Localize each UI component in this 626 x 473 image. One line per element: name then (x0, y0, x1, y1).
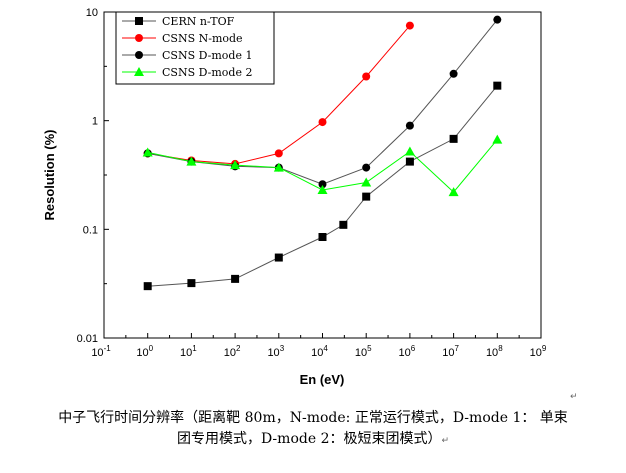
data-point-3-1 (186, 156, 197, 166)
x-tick-label-4: 103 (267, 344, 284, 359)
data-point-3-2 (230, 160, 241, 170)
y-tick-label-2: 1 (92, 116, 98, 128)
data-point-0-1 (187, 279, 196, 288)
figure-caption: 中子飞行时间分辨率（距离靶 80m，N-mode: 正常运行模式，D-mode … (0, 408, 626, 452)
data-point-2-8 (493, 15, 502, 24)
data-point-1-6 (405, 21, 414, 30)
data-point-3-6 (404, 146, 415, 156)
x-tick-label-7: 106 (399, 344, 416, 359)
data-point-1-4 (318, 118, 327, 127)
data-point-1-3 (274, 149, 283, 158)
data-point-3-8 (492, 134, 503, 144)
resolution-chart: 10-1 100 101 102 103 104 105 106 107 108 109 0.010… (42, 7, 547, 387)
legend-label-2: CSNS D-mode 1 (162, 49, 252, 62)
data-point-3-7 (448, 187, 459, 197)
x-tick-label-10: 109 (530, 344, 547, 359)
x-axis: 10-1 100 101 102 103 104 105 106 107 108 109 (91, 333, 547, 359)
legend-item-1: CSNS N-mode (122, 32, 243, 45)
data-point-3-4 (317, 185, 328, 195)
data-point-0-8 (449, 134, 458, 143)
x-tick-label-9: 108 (486, 344, 503, 359)
legend-marker-3 (134, 67, 144, 76)
series-3 (142, 134, 503, 197)
data-point-0-6 (362, 192, 371, 201)
series-line-0 (147, 85, 498, 287)
data-point-0-3 (274, 253, 283, 262)
data-point-3-5 (361, 177, 372, 187)
y-tick-label-0: 0.01 (77, 333, 98, 345)
legend-marker-2 (135, 51, 143, 59)
x-tick-label-1: 100 (136, 344, 153, 359)
legend-label-0: CERN n-TOF (162, 15, 235, 28)
data-point-0-0 (143, 282, 152, 291)
data-point-1-5 (362, 72, 371, 81)
x-tick-label-8: 107 (442, 344, 459, 359)
y-tick-label-3: 10 (86, 7, 98, 19)
caption-line-1: 中子飞行时间分辨率（距离靶 80m，N-mode: 正常运行模式，D-mode … (58, 410, 568, 426)
data-point-3-0 (142, 147, 153, 157)
x-tick-label-3: 102 (224, 344, 241, 359)
legend-label-3: CSNS D-mode 2 (162, 66, 252, 79)
x-tick-label-2: 101 (180, 344, 197, 359)
data-point-0-7 (405, 157, 414, 166)
data-point-0-4 (318, 233, 327, 242)
data-point-3-3 (273, 162, 284, 172)
series-0 (143, 81, 502, 291)
caption-line-2: 团专用模式，D-mode 2：极短束团模式）↵ (0, 429, 626, 452)
legend-label-1: CSNS N-mode (162, 32, 243, 45)
legend-item-2: CSNS D-mode 1 (122, 49, 252, 62)
y-axis: 0.01 0.1 1 10 (77, 7, 109, 345)
legend: CERN n-TOF CSNS N-mode CSNS D-mode 1 CSNS D… (115, 11, 275, 85)
x-tick-label-6: 105 (355, 344, 372, 359)
return-mark-1: ↵ (570, 392, 578, 402)
data-point-2-6 (405, 121, 414, 130)
legend-marker-1 (135, 34, 143, 42)
y-tick-label-1: 0.1 (83, 224, 98, 236)
data-point-0-2 (231, 274, 240, 283)
x-tick-label-0: 10-1 (91, 344, 111, 359)
data-point-2-4 (318, 180, 327, 189)
y-axis-label: Resolution (%) (42, 130, 57, 221)
legend-item-3: CSNS D-mode 2 (122, 66, 252, 79)
data-point-0-5 (339, 220, 348, 229)
legend-item-0: CERN n-TOF (122, 15, 235, 28)
series-layer (142, 15, 503, 291)
x-tick-label-5: 104 (311, 344, 328, 359)
data-point-0-9 (493, 81, 502, 90)
return-mark-2: ↵ (441, 436, 450, 446)
x-axis-label: En (eV) (300, 372, 345, 387)
data-point-2-5 (362, 163, 371, 172)
legend-marker-0 (135, 17, 143, 25)
data-point-2-7 (449, 69, 458, 78)
caption-line-2-text: 团专用模式，D-mode 2：极短束团模式） (176, 431, 442, 447)
